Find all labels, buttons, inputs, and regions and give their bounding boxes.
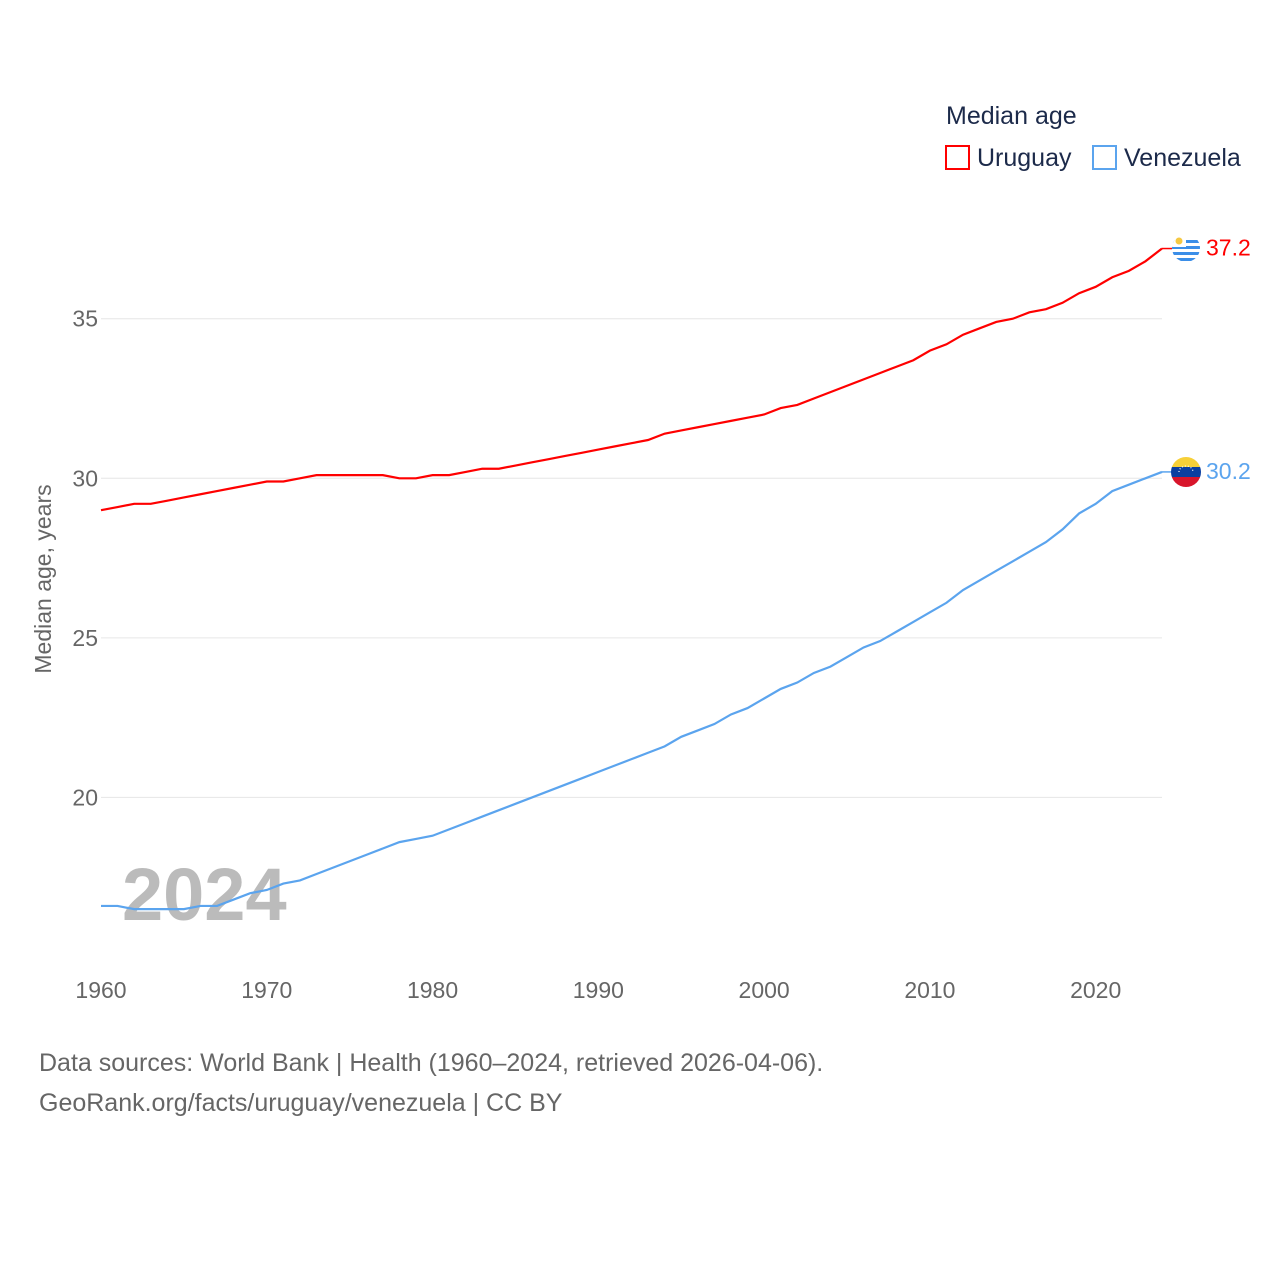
x-tick-label: 2010 [904, 977, 955, 1003]
data-source-text: Data sources: World Bank | Health (1960–… [39, 1049, 824, 1077]
legend-label[interactable]: Uruguay [977, 144, 1072, 172]
series-line-venezuela [101, 470, 1163, 911]
x-tick-label: 1980 [407, 977, 458, 1003]
legend-swatch[interactable] [945, 145, 970, 170]
end-value-label: 30.2 [1206, 458, 1251, 484]
x-tick-label: 1960 [75, 977, 126, 1003]
legend-label[interactable]: Venezuela [1124, 144, 1241, 172]
y-tick-label: 30 [72, 465, 98, 491]
y-tick-label: 20 [72, 784, 98, 810]
venezuela-flag-icon [1171, 457, 1201, 487]
legend-title: Median age [946, 102, 1077, 130]
end-value-label: 37.2 [1206, 235, 1251, 261]
y-tick-label: 25 [72, 625, 98, 651]
y-tick-label: 35 [72, 306, 98, 332]
watermark-year: 2024 [122, 853, 287, 936]
attribution-link[interactable]: GeoRank.org/facts/uruguay/venezuela | CC… [39, 1089, 563, 1117]
legend-swatch[interactable] [1092, 145, 1117, 170]
x-tick-label: 2000 [739, 977, 790, 1003]
footer: Data sources: World Bank | Health (1960–… [39, 1043, 823, 1123]
x-tick-label: 1970 [241, 977, 292, 1003]
series-line-uruguay [100, 247, 1163, 512]
y-axis-label: Median age, years [30, 484, 56, 673]
uruguay-flag-icon [1172, 234, 1200, 262]
x-tick-label: 2020 [1070, 977, 1121, 1003]
x-tick-label: 1990 [573, 977, 624, 1003]
